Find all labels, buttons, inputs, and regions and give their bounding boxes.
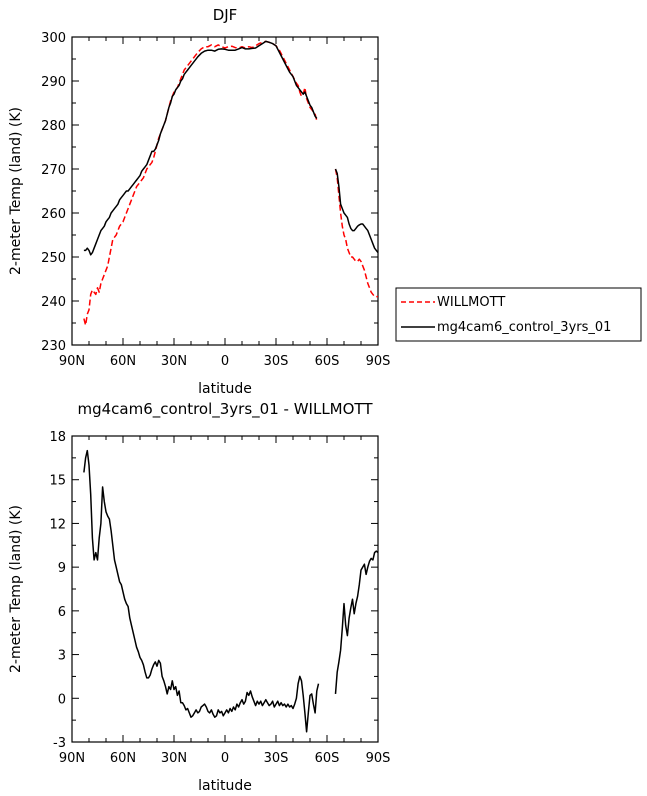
y-tick-label: 15 [49,474,66,489]
series-line-b [83,40,318,256]
series-line-b [334,168,379,254]
x-tick-label: 90S [366,354,391,369]
top-x-axis-label: latitude [198,381,252,397]
series-line-a [334,168,378,298]
y-tick-label: 18 [49,430,66,445]
x-tick-label: 60S [315,751,340,766]
y-tick-label: 12 [49,517,66,532]
x-tick-label: 60N [110,751,136,766]
y-tick-label: 6 [58,605,66,620]
y-tick-label: 3 [58,649,66,664]
x-tick-label: 30S [264,354,289,369]
top-series-lines [83,40,379,326]
y-tick-label: -3 [53,736,66,751]
x-tick-label: 0 [221,354,229,369]
y-tick-label: 270 [41,163,66,178]
legend-box [395,287,642,342]
bottom-x-axis-label: latitude [198,778,252,794]
series-line-a [83,449,320,733]
y-tick-label: 280 [41,119,66,134]
legend-entry-model: mg4cam6_control_3yrs_01 [437,320,611,335]
x-tick-label: 90S [366,751,391,766]
bottom-y-axis-label: 2-meter Temp (land) (K) [8,505,24,673]
y-tick-label: 290 [41,75,66,90]
y-tick-label: 240 [41,295,66,310]
legend-entry-willmott: WILLMOTT [437,295,505,310]
y-tick-label: 0 [58,692,66,707]
x-tick-label: 30N [161,751,187,766]
bottom-chart-title: mg4cam6_control_3yrs_01 - WILLMOTT [78,400,374,419]
x-tick-label: 60N [110,354,136,369]
top-chart-title: DJF [213,6,238,24]
top-axis-ticks: 90N 60N 30N 0 30S 60S 90S 230 240 250 260 270 280 290… [41,31,390,369]
x-tick-label: 90N [59,751,85,766]
x-tick-label: 0 [221,751,229,766]
y-tick-label: 230 [41,339,66,354]
series-line-a [334,550,379,694]
legend: WILLMOTT mg4cam6_control_3yrs_01 [395,287,642,342]
top-plot-frame [71,36,379,346]
y-tick-label: 250 [41,251,66,266]
y-tick-label: 9 [58,561,66,576]
x-tick-label: 30N [161,354,187,369]
top-y-axis-label: 2-meter Temp (land) (K) [8,107,24,275]
bottom-series-lines [83,449,379,733]
series-line-a [83,40,318,326]
bottom-axis-ticks: 90N 60N 30N 0 30S 60S 90S -3 0 3 6 9 12 15 18 [49,430,390,766]
top-panel: DJF 90N 60N 30N 0 30S 60S 90S 230 240 250 260 270 28… [8,6,390,397]
y-tick-label: 260 [41,207,66,222]
x-tick-label: 90N [59,354,85,369]
bottom-panel: mg4cam6_control_3yrs_01 - WILLMOTT 90N 60… [8,400,390,794]
x-tick-label: 60S [315,354,340,369]
bottom-plot-frame [71,435,379,743]
x-tick-label: 30S [264,751,289,766]
y-tick-label: 300 [41,31,66,46]
